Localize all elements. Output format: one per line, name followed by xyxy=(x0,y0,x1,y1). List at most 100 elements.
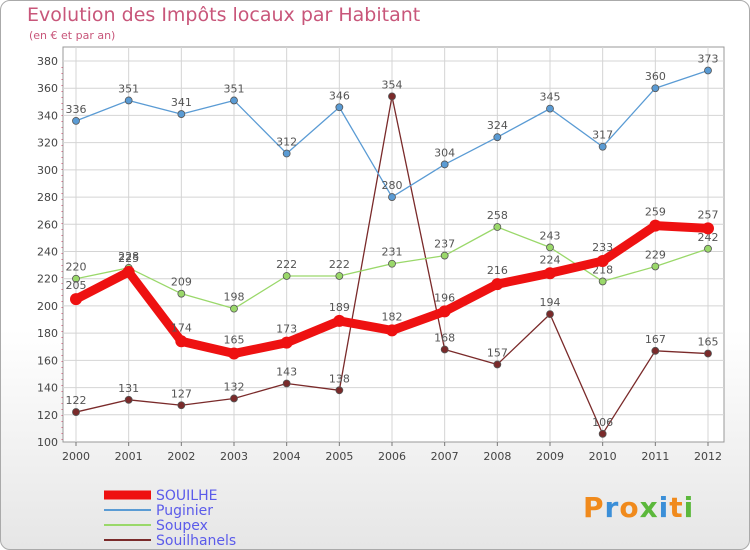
data-point xyxy=(702,222,714,235)
data-label: 182 xyxy=(382,310,403,323)
data-label: 317 xyxy=(592,129,613,142)
data-label: 209 xyxy=(171,276,192,289)
data-label: 132 xyxy=(224,380,245,393)
logo-letter: i xyxy=(658,491,670,524)
x-tick-label: 2005 xyxy=(325,450,353,463)
legend-label: Souilhanels xyxy=(156,533,236,549)
data-point xyxy=(335,103,344,112)
data-label: 257 xyxy=(698,208,719,221)
data-point xyxy=(72,116,80,125)
data-point xyxy=(651,262,660,271)
data-label: 351 xyxy=(118,82,139,95)
data-label: 373 xyxy=(698,53,719,66)
data-label: 143 xyxy=(276,365,297,378)
data-label: 174 xyxy=(171,321,192,334)
x-tick-label: 2003 xyxy=(220,450,248,463)
logo-letter: r xyxy=(604,491,620,524)
data-label: 194 xyxy=(540,296,561,309)
data-point xyxy=(440,160,449,169)
data-point xyxy=(282,149,291,158)
data-label: 346 xyxy=(329,89,350,102)
data-label: 225 xyxy=(118,252,139,265)
y-tick-label: 200 xyxy=(37,300,58,313)
x-tick-label: 2012 xyxy=(694,450,722,463)
data-label: 189 xyxy=(329,301,350,314)
data-point xyxy=(598,277,607,286)
data-label: 165 xyxy=(224,334,245,347)
data-label: 237 xyxy=(434,238,455,251)
data-point xyxy=(124,395,133,404)
data-point xyxy=(546,104,554,113)
data-label: 131 xyxy=(118,382,139,395)
data-label: 324 xyxy=(487,119,508,132)
x-tick-label: 2001 xyxy=(115,450,143,463)
x-tick-label: 2010 xyxy=(589,450,617,463)
data-label: 259 xyxy=(645,206,666,219)
data-point xyxy=(651,84,660,93)
y-tick-label: 180 xyxy=(37,327,58,340)
data-point xyxy=(546,243,554,252)
data-point xyxy=(177,289,186,298)
legend-label: Puginier xyxy=(156,503,213,519)
data-label: 360 xyxy=(645,70,666,83)
data-label: 222 xyxy=(276,258,297,271)
data-label: 168 xyxy=(434,331,455,344)
data-point xyxy=(649,219,662,232)
data-label: 354 xyxy=(382,78,403,91)
data-label: 106 xyxy=(592,416,613,429)
data-point xyxy=(704,349,712,358)
logo-letter: P xyxy=(583,491,605,524)
y-tick-label: 380 xyxy=(37,55,58,68)
logo-letter: i xyxy=(683,491,695,524)
data-point xyxy=(282,272,291,280)
data-point xyxy=(651,346,660,355)
data-label: 351 xyxy=(224,82,245,95)
data-label: 231 xyxy=(382,246,403,259)
data-point xyxy=(438,305,451,318)
data-label: 157 xyxy=(487,346,508,359)
data-label: 173 xyxy=(276,323,297,336)
data-point xyxy=(177,110,186,118)
logo-letter: x xyxy=(639,491,659,524)
x-tick-label: 2008 xyxy=(483,450,511,463)
data-point xyxy=(388,92,396,101)
data-point xyxy=(493,360,502,369)
data-label: 341 xyxy=(171,96,192,109)
y-tick-label: 360 xyxy=(37,82,58,95)
data-point xyxy=(491,278,504,291)
legend-label: Soupex xyxy=(156,518,208,534)
data-label: 222 xyxy=(329,258,350,271)
data-label: 224 xyxy=(540,253,561,266)
data-label: 198 xyxy=(224,291,245,304)
data-label: 242 xyxy=(698,231,719,244)
data-point xyxy=(335,272,344,280)
data-point xyxy=(72,408,80,416)
y-tick-label: 160 xyxy=(37,354,58,367)
x-tick-label: 2007 xyxy=(431,450,459,463)
data-point xyxy=(335,386,344,395)
data-label: 138 xyxy=(329,372,350,385)
y-tick-label: 220 xyxy=(37,273,58,286)
x-tick-label: 2006 xyxy=(378,450,406,463)
data-point xyxy=(230,304,238,313)
data-label: 336 xyxy=(66,103,87,116)
data-point xyxy=(388,259,396,268)
data-label: 196 xyxy=(434,291,455,304)
data-label: 220 xyxy=(66,261,87,274)
data-label: 127 xyxy=(171,387,192,400)
data-label: 233 xyxy=(592,241,613,254)
data-point xyxy=(598,429,607,438)
legend-label: SOUILHE xyxy=(156,488,217,504)
data-point xyxy=(598,142,607,151)
data-point xyxy=(175,335,188,348)
data-point xyxy=(122,265,135,278)
data-label: 312 xyxy=(276,136,297,149)
data-point xyxy=(493,133,502,142)
data-point xyxy=(230,96,238,105)
data-point xyxy=(177,401,186,410)
x-tick-label: 2011 xyxy=(641,450,669,463)
y-tick-label: 340 xyxy=(37,109,58,122)
y-tick-label: 140 xyxy=(37,382,58,395)
